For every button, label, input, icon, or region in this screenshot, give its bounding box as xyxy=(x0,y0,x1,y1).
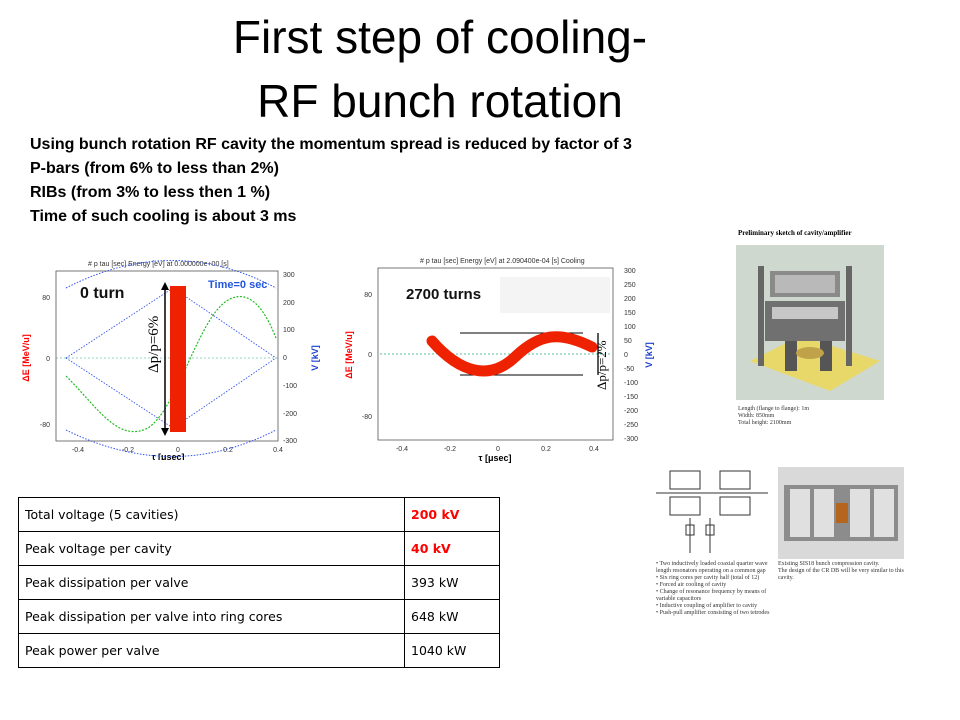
cavity-schematic-drawing xyxy=(656,467,904,559)
svg-text:-100: -100 xyxy=(283,383,297,390)
schematic-caption: • Two inductively loaded coaxial quarter… xyxy=(656,561,770,616)
bullet-2: P-bars (from 6% to less than 2%) xyxy=(30,160,279,177)
svg-text:-0.2: -0.2 xyxy=(444,446,456,453)
plot2-ylabel-left: ΔE [MeV/u] xyxy=(344,331,354,378)
table-row: Total voltage (5 cavities) 200 kV xyxy=(18,497,500,532)
svg-text:300: 300 xyxy=(624,268,636,275)
svg-text:-200: -200 xyxy=(624,408,638,415)
plot1-xticks: -0.4 -0.2 0 0.2 0.4 xyxy=(72,447,283,454)
row-value: 393 kW xyxy=(404,565,500,600)
plot1-separatrix-bottom xyxy=(65,429,277,457)
row-value: 648 kW xyxy=(404,599,500,634)
svg-text:-0.4: -0.4 xyxy=(396,446,408,453)
plot2-ylabel-right: V [kV] xyxy=(644,342,654,368)
cavity-schematic-and-photo: • Two inductively loaded coaxial quarter… xyxy=(650,463,908,621)
svg-text:100: 100 xyxy=(624,324,636,331)
plot2-xticks: -0.4 -0.2 0 0.2 0.4 xyxy=(396,446,599,453)
row-label: Total voltage (5 cavities) xyxy=(18,497,405,532)
row-label: Peak voltage per cavity xyxy=(18,531,405,566)
svg-text:200: 200 xyxy=(283,300,295,307)
svg-text:50: 50 xyxy=(624,338,632,345)
row-value: 40 kV xyxy=(404,531,500,566)
phase-space-plot-0-turn: # p tau [sec] Energy [eV] at 0.000000e+0… xyxy=(18,258,328,460)
svg-text:0.4: 0.4 xyxy=(589,446,599,453)
plot1-yticks-right: 300 200 100 0 -100 -200 -300 xyxy=(283,272,297,445)
table-row: Peak dissipation per valve 393 kW xyxy=(18,565,500,600)
row-value: 200 kV xyxy=(404,497,500,532)
plot1-header: # p tau [sec] Energy [eV] at 0.000000e+0… xyxy=(88,261,229,268)
bullet-3: RIBs (from 3% to less then 1 %) xyxy=(30,184,271,201)
plot1-spread-label: Δp/p=6% xyxy=(146,316,162,373)
plot1-time-label: Time=0 sec xyxy=(208,279,267,291)
rf-parameters-table: Total voltage (5 cavities) 200 kV Peak v… xyxy=(18,497,500,668)
plot1-ytick-left: 80 xyxy=(42,295,50,302)
plot1-ylabel-left: ΔE [MeV/u] xyxy=(21,334,31,381)
title-line-2: RF bunch rotation xyxy=(257,75,623,127)
sketch-specs: Length (flange to flange): 1m Width: 850… xyxy=(738,406,809,426)
svg-text:200: 200 xyxy=(624,296,636,303)
table-row: Peak dissipation per valve into ring cor… xyxy=(18,599,500,634)
row-label: Peak dissipation per valve into ring cor… xyxy=(18,599,405,634)
svg-text:0: 0 xyxy=(624,352,628,359)
plot1-ytick-left: 0 xyxy=(46,356,50,363)
plot1-turn-label: 0 turn xyxy=(80,285,124,302)
plot2-header: # p tau [sec] Energy [eV] at 2.090400e-0… xyxy=(420,258,585,265)
row-label: Peak dissipation per valve xyxy=(18,565,405,600)
plot2-ytick-left: 80 xyxy=(364,292,372,299)
plot1-particle-band xyxy=(170,286,186,432)
table-row: Peak power per valve 1040 kW xyxy=(18,633,500,668)
svg-text:-250: -250 xyxy=(624,422,638,429)
phase-space-plot-2700-turns: # p tau [sec] Energy [eV] at 2.090400e-0… xyxy=(340,255,660,465)
sketch-title: Preliminary sketch of cavity/amplifier xyxy=(738,229,852,237)
row-label: Peak power per valve xyxy=(18,633,405,668)
row-value: 1040 kW xyxy=(404,633,500,668)
svg-text:0.2: 0.2 xyxy=(223,447,233,454)
svg-text:-200: -200 xyxy=(283,411,297,418)
plot2-xlabel: τ [μsec] xyxy=(478,453,511,463)
plot2-ytick-left: -80 xyxy=(362,414,372,421)
svg-text:0: 0 xyxy=(496,446,500,453)
svg-text:250: 250 xyxy=(624,282,636,289)
title-line-1: First step of cooling- xyxy=(232,11,648,63)
svg-text:300: 300 xyxy=(283,272,295,279)
plot2-spread-label: Δp/p=2% xyxy=(594,340,609,390)
svg-text:0: 0 xyxy=(176,447,180,454)
svg-text:-100: -100 xyxy=(624,380,638,387)
bullet-4: Time of such cooling is about 3 ms xyxy=(30,208,297,225)
plot1-ytick-left: -80 xyxy=(40,422,50,429)
svg-text:-0.4: -0.4 xyxy=(72,447,84,454)
bullet-1: Using bunch rotation RF cavity the momen… xyxy=(30,136,632,153)
svg-text:150: 150 xyxy=(624,310,636,317)
plot2-ytick-left: 0 xyxy=(368,352,372,359)
bullet-list: Using bunch rotation RF cavity the momen… xyxy=(30,133,632,229)
svg-text:-150: -150 xyxy=(624,394,638,401)
svg-text:-300: -300 xyxy=(283,438,297,445)
svg-text:0.4: 0.4 xyxy=(273,447,283,454)
plot1-ylabel-right: V [kV] xyxy=(310,345,320,371)
svg-text:100: 100 xyxy=(283,327,295,334)
svg-text:0: 0 xyxy=(283,355,287,362)
svg-text:-0.2: -0.2 xyxy=(122,447,134,454)
svg-text:-300: -300 xyxy=(624,436,638,443)
svg-text:0.2: 0.2 xyxy=(541,446,551,453)
cavity-sketch-panel: Preliminary sketch of cavity/amplifier L… xyxy=(730,225,890,455)
cavity-3d-sketch xyxy=(736,245,884,400)
plot2-yticks-right: 300 250 200 150 100 50 0 -50 -100 -150 -… xyxy=(624,268,638,443)
svg-text:-50: -50 xyxy=(624,366,634,373)
photo-caption: Existing SIS18 bunch compression cavity.… xyxy=(778,561,904,581)
plot2-turn-label: 2700 turns xyxy=(406,286,481,303)
plot2-particle-band xyxy=(426,331,598,377)
table-row: Peak voltage per cavity 40 kV xyxy=(18,531,500,566)
